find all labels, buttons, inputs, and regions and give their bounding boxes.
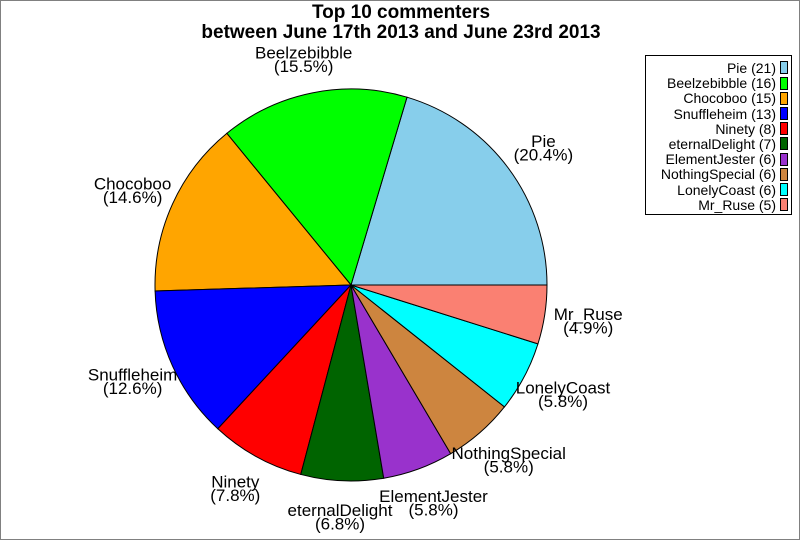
svg-text:(15.5%): (15.5%) xyxy=(274,57,334,76)
svg-text:(6.8%): (6.8%) xyxy=(315,514,365,533)
svg-text:(5.8%): (5.8%) xyxy=(484,458,534,477)
svg-text:(7.8%): (7.8%) xyxy=(210,486,260,505)
svg-text:(5.8%): (5.8%) xyxy=(538,392,588,411)
svg-text:(5.8%): (5.8%) xyxy=(408,500,458,519)
svg-text:(20.4%): (20.4%) xyxy=(514,146,574,165)
svg-text:(4.9%): (4.9%) xyxy=(563,319,613,338)
svg-text:(12.6%): (12.6%) xyxy=(103,379,163,398)
svg-text:(14.6%): (14.6%) xyxy=(103,188,163,207)
